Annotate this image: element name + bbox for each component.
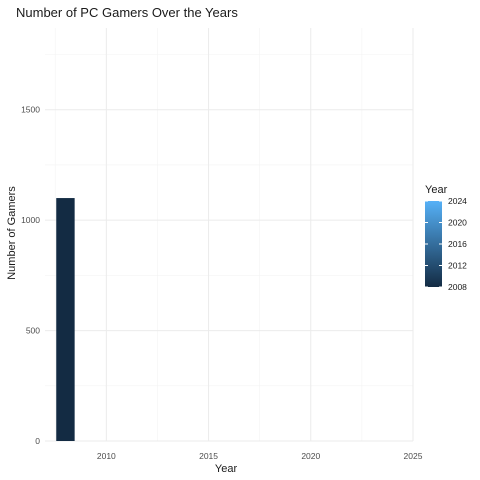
bars — [56, 198, 75, 441]
x-axis-title: Year — [215, 463, 238, 475]
legend-tick-label: 2008 — [448, 282, 467, 292]
y-tick-label: 1000 — [21, 215, 40, 225]
chart-title: Number of PC Gamers Over the Years — [16, 5, 238, 20]
y-axis-title: Number of Gamers — [6, 186, 18, 280]
legend-colorbar — [425, 201, 442, 287]
x-tick-label: 2020 — [301, 451, 320, 461]
legend-tick-label: 2024 — [448, 196, 467, 206]
legend-tick-label: 2012 — [448, 261, 467, 271]
y-tick-label: 0 — [35, 436, 40, 446]
bar — [56, 198, 75, 441]
grid — [45, 28, 414, 442]
x-tick-label: 2010 — [97, 451, 116, 461]
legend-tick-label: 2016 — [448, 239, 467, 249]
legend: Year 2024 2020 2016 2012 2008 — [425, 184, 467, 292]
x-tick-label: 2015 — [199, 451, 218, 461]
y-axis-ticks: 0 500 1000 1500 — [21, 105, 40, 446]
legend-tick-label: 2020 — [448, 218, 467, 228]
y-tick-label: 500 — [26, 326, 40, 336]
y-tick-label: 1500 — [21, 105, 40, 115]
legend-ticks: 2024 2020 2016 2012 2008 — [425, 196, 467, 292]
x-tick-label: 2025 — [404, 451, 423, 461]
legend-title: Year — [425, 184, 448, 196]
x-axis-ticks: 2010 2015 2020 2025 — [97, 451, 423, 461]
